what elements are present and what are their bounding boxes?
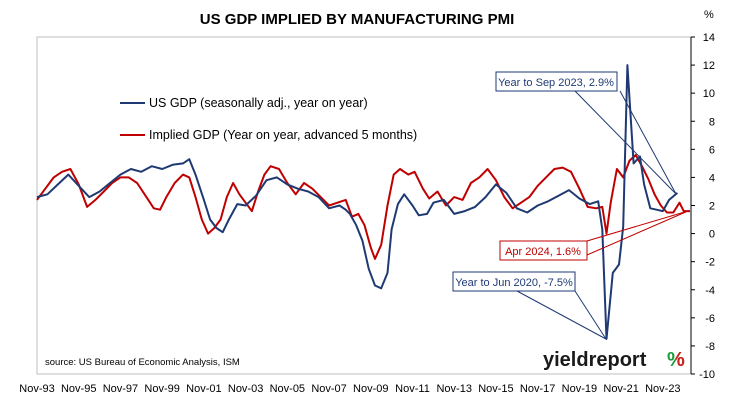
annotation-apr2024: Apr 2024, 1.6% — [499, 210, 689, 261]
x-tick-label: Nov-99 — [144, 383, 179, 395]
x-tick-label: Nov-93 — [19, 383, 54, 395]
x-tick-label: Nov-97 — [103, 383, 138, 395]
series-line-implied-gdp — [36, 154, 690, 260]
y-tick-label: 14 — [703, 32, 715, 44]
legend: US GDP (seasonally adj., year on year) I… — [120, 96, 417, 142]
y-tick-label: 2 — [709, 201, 715, 213]
annotation-sep2023: Year to Sep 2023, 2.9% — [495, 71, 677, 195]
chart-title: US GDP IMPLIED BY MANUFACTURING PMI — [200, 11, 514, 28]
y-axis-ticks: 14 12 10 8 6 4 2 0 -2 -4 -6 -8 -10 — [691, 32, 715, 381]
annotation-jun2020-leader — [516, 290, 607, 340]
annotation-jun2020-text: Year to Jun 2020, -7.5% — [455, 277, 573, 289]
source-note: source: US Bureau of Economic Analysis, … — [45, 357, 240, 368]
annotation-jun2020: Year to Jun 2020, -7.5% — [452, 271, 607, 340]
annotation-sep2023-box — [495, 71, 618, 92]
brand-percent: % — [667, 349, 685, 371]
x-tick-label: Nov-13 — [436, 383, 471, 395]
y-tick-label: -10 — [699, 369, 715, 381]
annotation-sep2023-leader — [574, 90, 677, 195]
legend-label-implied: Implied GDP (Year on year, advanced 5 mo… — [149, 128, 417, 142]
annotation-jun2020-leader-b — [574, 290, 607, 340]
x-tick-label: Nov-09 — [353, 383, 388, 395]
x-tick-label: Nov-05 — [270, 383, 305, 395]
x-tick-label: Nov-07 — [311, 383, 346, 395]
y-tick-label: -2 — [705, 257, 715, 269]
x-tick-label: Nov-03 — [228, 383, 263, 395]
brand-text: yieldreport — [543, 349, 647, 371]
y-tick-label: 12 — [703, 60, 715, 72]
annotation-apr2024-box — [499, 240, 588, 261]
x-tick-label: Nov-15 — [478, 383, 513, 395]
y-unit-label: % — [704, 9, 714, 21]
legend-label-gdp: US GDP (seasonally adj., year on year) — [149, 96, 368, 110]
y-tick-label: 0 — [709, 229, 715, 241]
y-tick-label: 8 — [709, 116, 715, 128]
x-tick-label: Nov-21 — [603, 383, 638, 395]
annotation-sep2023-text: Year to Sep 2023, 2.9% — [498, 77, 614, 89]
y-tick-label: -6 — [705, 313, 715, 325]
x-tick-label: Nov-17 — [520, 383, 555, 395]
yieldreport-logo: yieldreport % % — [543, 349, 685, 371]
x-tick-label: Nov-11 — [395, 383, 430, 395]
x-tick-label: Nov-95 — [61, 383, 96, 395]
x-tick-label: Nov-19 — [562, 383, 597, 395]
x-tick-label: Nov-23 — [645, 383, 680, 395]
annotation-apr2024-text: Apr 2024, 1.6% — [505, 246, 581, 258]
annotation-apr2024-leader — [586, 210, 689, 242]
y-tick-label: -8 — [705, 341, 715, 353]
x-axis-ticks: Nov-93 Nov-95 Nov-97 Nov-99 Nov-01 Nov-03 Nov-… — [19, 383, 680, 395]
y-tick-label: -4 — [705, 285, 715, 297]
y-tick-label: 6 — [709, 144, 715, 156]
annotation-apr2024-leader-b — [586, 210, 689, 256]
annotation-jun2020-box — [452, 271, 576, 292]
x-tick-label: Nov-01 — [186, 383, 221, 395]
y-tick-label: 10 — [703, 88, 715, 100]
y-tick-label: 4 — [709, 172, 715, 184]
annotation-sep2023-leader-b — [619, 90, 677, 195]
